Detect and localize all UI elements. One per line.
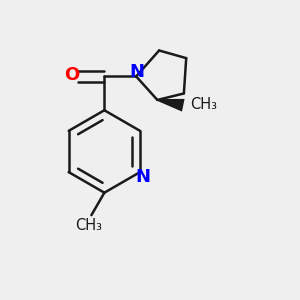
Text: O: O (64, 66, 80, 84)
Text: CH₃: CH₃ (75, 218, 102, 233)
Text: N: N (129, 63, 144, 81)
Text: N: N (136, 168, 151, 186)
Polygon shape (157, 99, 184, 112)
Text: CH₃: CH₃ (190, 97, 217, 112)
